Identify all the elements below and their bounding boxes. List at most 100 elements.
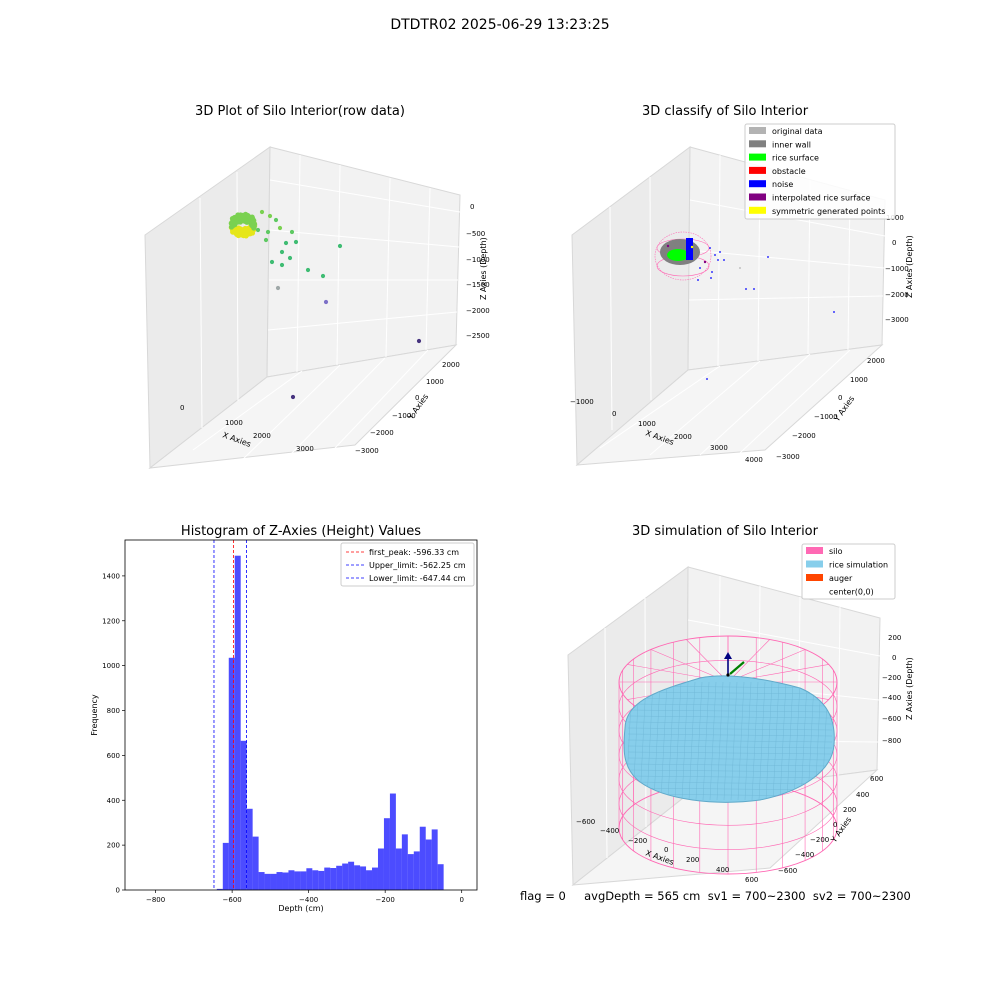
legend-label: rice surface <box>772 154 819 163</box>
plot2-noise-point <box>753 288 755 290</box>
plot4-ytick: 400 <box>856 791 869 799</box>
hist-bar <box>348 861 355 890</box>
plot4-center-marker <box>726 673 730 677</box>
hist-bar <box>336 865 343 890</box>
hist-bar <box>366 870 373 890</box>
plot4-rice-mesh-line <box>674 681 682 801</box>
plot4-legend-box <box>801 543 896 600</box>
plot1-ztick: −1500 <box>466 281 490 289</box>
plot1-scatter <box>228 209 422 400</box>
hist-bar <box>270 873 277 890</box>
plot1-xtick: 0 <box>180 404 184 412</box>
plot2-ytick: 2000 <box>867 357 885 365</box>
hist-ytick-label: 1400 <box>102 572 120 580</box>
hist-yticks: 0 200 400 600 800 1000 1200 1400 <box>102 572 125 895</box>
hist-bar <box>342 863 349 890</box>
legend-label: inner wall <box>772 140 811 149</box>
plot2-xtick: −1000 <box>570 398 594 406</box>
hist-xlabel: Depth (cm) <box>278 904 323 913</box>
plot1-point <box>305 267 311 273</box>
hist-legend-label: Upper_limit: -562.25 cm <box>369 561 466 570</box>
plot4-rice-mesh-line <box>793 681 801 801</box>
hist-xtick-label: −400 <box>299 896 318 904</box>
plot4-xtick: 600 <box>745 876 758 884</box>
plot4-rice-mesh-line <box>639 681 647 801</box>
plot4-rice-mesh-line <box>627 733 833 737</box>
hist-bar <box>372 867 378 890</box>
hist-bar <box>330 868 337 890</box>
hist-bar <box>401 834 408 890</box>
plot2-noise-point <box>723 259 725 261</box>
plot4-xtick: 200 <box>686 856 699 864</box>
hist-bar <box>240 740 247 890</box>
legend-swatch <box>806 547 823 554</box>
hist-bar <box>252 836 259 890</box>
plot2-ztick: −1000 <box>885 265 909 273</box>
plot4-ztick: −200 <box>882 674 901 682</box>
plot4-rice-mesh-line <box>695 681 703 801</box>
plot4-rice-mesh-line <box>807 681 815 801</box>
plot1-xtick: 1000 <box>225 419 243 427</box>
plot1-title: 3D Plot of Silo Interior(row data) <box>195 104 405 119</box>
plot4-rice-mesh-line <box>688 681 696 801</box>
plot4-zlabel: Z Axies (Depth) <box>905 657 914 720</box>
plot4-silo-roof-rib <box>727 639 770 683</box>
plot4-rice-mesh-line <box>765 681 773 801</box>
plot2-noise-point <box>711 271 713 273</box>
plot1-point <box>283 240 289 246</box>
plot2-noise-point <box>717 259 719 261</box>
plot4-ztick: 200 <box>888 634 901 642</box>
plot1-ytick: −2000 <box>370 429 394 437</box>
plot2-xtick: 2000 <box>674 433 692 441</box>
plot4-rice-mesh-line <box>779 681 787 801</box>
legend-swatch <box>749 193 766 201</box>
plot1-ytick: −1000 <box>392 412 416 420</box>
hist-bar <box>312 870 319 890</box>
status-footer: flag = 0 avgDepth = 565 cm sv1 = 700~230… <box>520 889 911 903</box>
legend-swatch <box>806 587 823 595</box>
hist-bar <box>264 873 271 890</box>
hist-bars <box>216 555 444 890</box>
hist-bar <box>300 871 307 890</box>
plot2-wall-mesh <box>654 231 712 281</box>
plot2-noise-point <box>833 311 835 313</box>
legend-swatch <box>749 206 766 214</box>
plot2-legend: original data inner wall rice surface obsta… <box>744 123 896 220</box>
hist-bar <box>354 865 361 890</box>
plot1-point <box>293 239 299 245</box>
plot2-symmetric-point <box>690 245 694 249</box>
hist-bar <box>377 848 384 890</box>
plot4-rice-mesh-line <box>627 769 833 773</box>
hist-bar <box>437 864 444 890</box>
hist-bar <box>234 555 241 890</box>
plot4-rice-mesh-line <box>681 681 689 801</box>
hist-legend: first_peak: -596.33 cm Upper_limit: -562.… <box>340 542 475 587</box>
plot2-floor-pane <box>575 344 884 466</box>
plot1-ytick: 2000 <box>442 361 460 369</box>
plot4-rice-mesh-line <box>627 781 833 785</box>
plot1-ztick: −2000 <box>466 307 490 315</box>
plot1-point <box>289 229 295 235</box>
legend-swatch <box>749 180 766 188</box>
hist-bar <box>246 808 253 890</box>
hist-bar <box>276 872 283 890</box>
legend-label: interpolated rice surface <box>772 194 870 203</box>
plot1-point <box>275 285 281 291</box>
plot4-rice-mesh-line <box>786 681 794 801</box>
plot4-ztick: −400 <box>882 694 901 702</box>
plot4-rice-mesh-line <box>627 703 833 707</box>
plot2-interpolated-point <box>666 244 670 248</box>
plot1-point <box>259 209 265 215</box>
legend-swatch <box>749 153 766 161</box>
legend-label: center(0,0) <box>829 588 874 597</box>
plot2-classified-points <box>654 231 741 281</box>
plot1-point <box>337 243 343 249</box>
plot4-ytick: 200 <box>843 806 856 814</box>
plot1-xtick: 3000 <box>296 445 314 453</box>
hist-bar <box>413 851 420 890</box>
hist-vlines <box>213 540 247 890</box>
plot4-title: 3D simulation of Silo Interior <box>632 524 818 539</box>
legend-label: silo <box>829 547 843 556</box>
plot2-ytick: 0 <box>838 394 842 402</box>
plot1-floor-pane <box>148 344 458 469</box>
